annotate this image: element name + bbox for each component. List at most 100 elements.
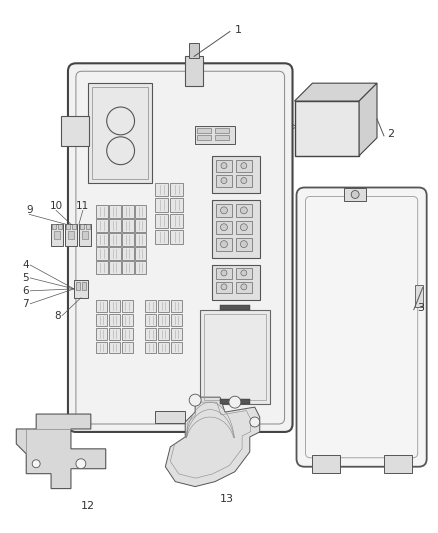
Bar — [344, 188, 366, 201]
Bar — [92, 87, 148, 179]
Bar — [88, 83, 152, 182]
Bar — [79, 224, 91, 246]
Bar — [171, 328, 182, 340]
Circle shape — [241, 177, 247, 183]
Text: 11: 11 — [76, 201, 89, 212]
Bar — [134, 205, 146, 219]
Bar — [122, 233, 134, 246]
Bar — [96, 342, 107, 353]
Bar — [236, 175, 252, 187]
Text: 9: 9 — [26, 205, 32, 215]
Circle shape — [351, 190, 359, 198]
Bar — [171, 314, 182, 326]
Text: 5: 5 — [23, 273, 29, 283]
Text: 8: 8 — [54, 311, 61, 321]
Bar — [155, 230, 168, 244]
Bar — [216, 175, 232, 187]
Bar — [170, 214, 183, 228]
Bar — [185, 56, 203, 86]
Text: 2: 2 — [387, 129, 394, 139]
Bar — [197, 128, 211, 133]
Bar — [122, 205, 134, 219]
Bar — [236, 221, 252, 234]
Circle shape — [240, 224, 247, 231]
Bar — [109, 247, 120, 260]
Bar — [68, 231, 74, 239]
Bar — [96, 233, 108, 246]
Bar — [80, 224, 84, 229]
Circle shape — [189, 394, 201, 406]
Bar — [159, 342, 170, 353]
Text: 4: 4 — [23, 260, 29, 270]
Bar — [204, 314, 266, 400]
Bar — [145, 300, 156, 312]
Bar — [82, 231, 88, 239]
FancyBboxPatch shape — [297, 188, 427, 467]
Bar — [65, 224, 77, 246]
Bar — [82, 282, 86, 290]
Bar — [134, 247, 146, 260]
Circle shape — [241, 270, 247, 276]
Circle shape — [250, 417, 260, 427]
Bar — [212, 200, 260, 258]
Text: 10: 10 — [49, 201, 63, 212]
Polygon shape — [359, 83, 377, 156]
Bar — [294, 101, 359, 156]
Bar — [159, 314, 170, 326]
Bar — [189, 43, 199, 58]
Bar — [197, 135, 211, 140]
Bar — [134, 219, 146, 232]
Bar — [122, 314, 133, 326]
Bar — [52, 224, 56, 229]
Circle shape — [76, 459, 86, 469]
Circle shape — [221, 270, 227, 276]
Bar — [96, 328, 107, 340]
Bar — [236, 268, 252, 279]
Bar — [96, 219, 108, 232]
Bar — [159, 300, 170, 312]
Bar — [212, 265, 260, 300]
Bar — [122, 247, 134, 260]
Bar — [134, 261, 146, 274]
Bar — [170, 230, 183, 244]
Polygon shape — [16, 414, 106, 489]
Bar — [145, 314, 156, 326]
Bar — [74, 280, 88, 298]
Bar — [134, 233, 146, 246]
Bar — [171, 300, 182, 312]
Text: 13: 13 — [220, 494, 234, 504]
Bar — [96, 261, 108, 274]
Bar — [236, 238, 252, 251]
Bar — [109, 233, 120, 246]
Bar — [155, 198, 168, 212]
Bar — [215, 128, 229, 133]
Bar — [109, 342, 120, 353]
Bar — [86, 224, 90, 229]
Polygon shape — [165, 397, 260, 487]
Bar — [170, 182, 183, 197]
Bar — [216, 268, 232, 279]
Bar — [109, 219, 120, 232]
Bar — [384, 455, 412, 473]
Bar — [122, 328, 133, 340]
Bar — [54, 231, 60, 239]
Circle shape — [221, 163, 227, 168]
Text: 1: 1 — [235, 25, 242, 35]
Bar — [109, 261, 120, 274]
Bar — [76, 282, 80, 290]
Bar — [51, 224, 63, 246]
Bar — [109, 328, 120, 340]
Bar — [212, 156, 260, 193]
Bar — [312, 455, 340, 473]
Circle shape — [241, 163, 247, 168]
Bar — [216, 282, 232, 293]
Bar — [236, 160, 252, 172]
Bar — [216, 238, 232, 251]
Bar — [109, 205, 120, 219]
Circle shape — [220, 241, 227, 248]
Bar — [155, 411, 185, 423]
Circle shape — [221, 284, 227, 290]
Circle shape — [240, 207, 247, 214]
Bar — [145, 342, 156, 353]
Bar — [171, 342, 182, 353]
